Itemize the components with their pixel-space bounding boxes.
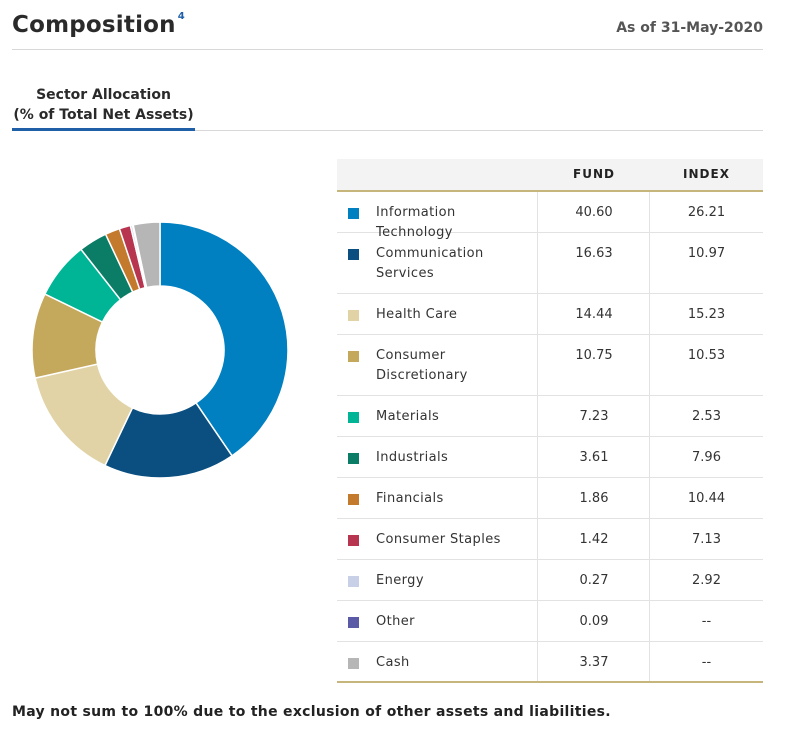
section-header: Composition 4 As of 31-May-2020	[12, 0, 763, 50]
fund-cell-border	[538, 519, 650, 559]
title-text: Composition	[12, 12, 176, 38]
fund-value: 1.86	[579, 491, 609, 506]
fund-cell-border	[538, 396, 650, 436]
index-value: 15.23	[687, 307, 726, 322]
fund-value: 7.23	[579, 409, 609, 424]
fund-cell-border	[538, 437, 650, 477]
as-of-date: As of 31-May-2020	[616, 20, 763, 36]
sector-cell: Financials	[337, 478, 538, 518]
legend-swatch	[348, 249, 359, 260]
sector-cell: Industrials	[337, 437, 538, 477]
index-value: --	[701, 655, 712, 670]
sector-name: Other	[376, 614, 415, 629]
index-value: --	[701, 614, 712, 629]
sector-name: Cash	[376, 655, 410, 670]
fund-column-header: FUND	[573, 167, 615, 181]
sector-name: Industrials	[376, 450, 449, 465]
table-row: Consumer Staples 1.42 7.13	[337, 519, 763, 560]
sector-table: FUND INDEX Information Technology 40.60 26…	[337, 159, 763, 683]
fund-value: 0.27	[579, 573, 609, 588]
table-header: FUND INDEX	[337, 159, 763, 192]
sector-name: Financials	[376, 491, 444, 506]
sector-name: Energy	[376, 573, 424, 588]
sector-name: Consumer Discretionary	[376, 348, 468, 383]
table-body: Information Technology 40.60 26.21 Communic…	[337, 192, 763, 683]
index-value: 10.97	[687, 246, 726, 261]
table-row: Cash 3.37 --	[337, 642, 763, 683]
sector-cell: Energy	[337, 560, 538, 600]
legend-swatch	[348, 412, 359, 423]
fund-cell-border	[538, 233, 650, 293]
fund-cell-border	[538, 560, 650, 600]
sector-name: Health Care	[376, 307, 458, 322]
sector-cell: Materials	[337, 396, 538, 436]
fund-value: 10.75	[575, 348, 613, 363]
sector-cell: Cash	[337, 642, 538, 681]
index-value: 2.92	[692, 573, 721, 588]
table-row: Information Technology 40.60 26.21	[337, 192, 763, 240]
table-row: Health Care 14.44 15.23	[337, 294, 763, 335]
index-value: 7.96	[692, 450, 721, 465]
legend-swatch	[348, 494, 359, 505]
donut-slice-cash[interactable]	[132, 221, 161, 289]
index-column-header: INDEX	[683, 167, 730, 181]
sector-name: Information Technology	[376, 205, 456, 240]
legend-swatch	[348, 310, 359, 321]
tab-bar: Sector Allocation (% of Total Net Assets…	[12, 85, 763, 131]
fund-value: 16.63	[575, 246, 613, 261]
fund-value: 3.37	[579, 655, 609, 670]
sector-cell: Health Care	[337, 294, 538, 334]
fund-cell-border	[538, 294, 650, 334]
table-row: Industrials 3.61 7.96	[337, 437, 763, 478]
legend-swatch	[348, 208, 359, 219]
page-title: Composition 4	[12, 11, 185, 38]
fund-cell-border	[538, 478, 650, 518]
sector-cell: Information Technology	[337, 192, 538, 240]
sector-cell: Consumer Staples	[337, 519, 538, 559]
table-row: Communication Services 16.63 10.97	[337, 233, 763, 294]
index-value: 7.13	[692, 532, 721, 547]
fund-value: 3.61	[579, 450, 609, 465]
legend-swatch	[348, 617, 359, 628]
legend-swatch	[348, 535, 359, 546]
table-row: Consumer Discretionary 10.75 10.53	[337, 335, 763, 396]
sector-donut-chart	[31, 221, 289, 479]
tab-label-line1: Sector Allocation	[36, 87, 171, 103]
donut-slice-information-technology[interactable]	[159, 221, 289, 457]
table-row: Energy 0.27 2.92	[337, 560, 763, 601]
fund-value: 14.44	[575, 307, 613, 322]
sector-name: Communication Services	[376, 246, 484, 281]
legend-swatch	[348, 658, 359, 669]
sector-name: Consumer Staples	[376, 532, 501, 547]
legend-swatch	[348, 576, 359, 587]
fund-cell-border	[538, 192, 650, 232]
sector-name: Materials	[376, 409, 440, 424]
footnote-text: May not sum to 100% due to the exclusion…	[12, 704, 611, 720]
index-value: 26.21	[687, 205, 726, 220]
sector-cell: Communication Services	[337, 233, 538, 293]
fund-cell-border	[538, 601, 650, 641]
footnote-ref[interactable]: 4	[177, 11, 185, 23]
index-value: 10.44	[687, 491, 726, 506]
tab-sector-allocation[interactable]: Sector Allocation (% of Total Net Assets…	[12, 85, 195, 131]
fund-value: 40.60	[575, 205, 613, 220]
fund-value: 1.42	[579, 532, 609, 547]
sector-cell: Other	[337, 601, 538, 641]
index-value: 10.53	[687, 348, 726, 363]
fund-value: 0.09	[579, 614, 609, 629]
table-row: Financials 1.86 10.44	[337, 478, 763, 519]
fund-cell-border	[538, 335, 650, 395]
index-value: 2.53	[692, 409, 721, 424]
tab-label-line2: (% of Total Net Assets)	[13, 107, 194, 123]
fund-cell-border	[538, 642, 650, 681]
sector-cell: Consumer Discretionary	[337, 335, 538, 395]
legend-swatch	[348, 351, 359, 362]
table-row: Other 0.09 --	[337, 601, 763, 642]
table-row: Materials 7.23 2.53	[337, 396, 763, 437]
legend-swatch	[348, 453, 359, 464]
